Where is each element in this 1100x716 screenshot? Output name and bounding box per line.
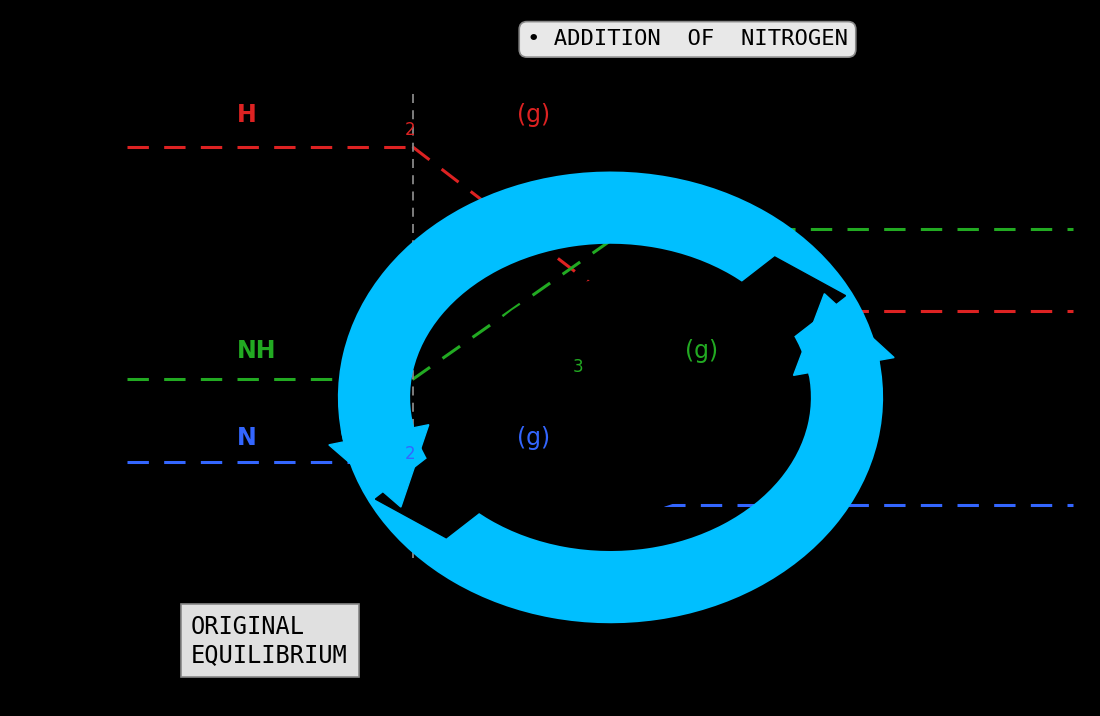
Polygon shape — [793, 294, 894, 375]
Text: (g): (g) — [517, 426, 550, 450]
Text: ORIGINAL
EQUILIBRIUM: ORIGINAL EQUILIBRIUM — [191, 615, 348, 667]
Polygon shape — [329, 425, 429, 507]
Text: NH: NH — [236, 339, 276, 363]
Polygon shape — [375, 427, 538, 538]
Text: H: H — [236, 102, 256, 127]
Text: (g): (g) — [685, 339, 718, 363]
Ellipse shape — [464, 280, 757, 515]
Text: • ADDITION  OF  NITROGEN: • ADDITION OF NITROGEN — [527, 29, 848, 49]
Text: 2: 2 — [405, 121, 416, 140]
Text: 3: 3 — [573, 357, 584, 376]
Text: N: N — [236, 426, 256, 450]
Text: (g): (g) — [517, 102, 550, 127]
Text: 2: 2 — [405, 445, 416, 463]
Polygon shape — [683, 257, 846, 367]
